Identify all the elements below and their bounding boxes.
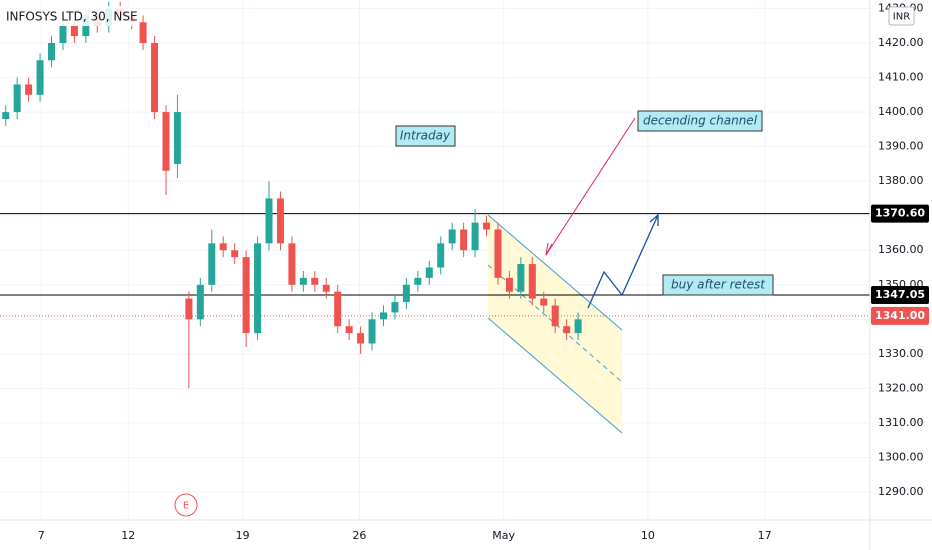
- candle-body: [311, 277, 319, 285]
- candle-body: [483, 222, 491, 230]
- y-tick-label: 1330.00: [878, 347, 924, 360]
- candle-body: [551, 305, 559, 327]
- levels: [0, 213, 870, 317]
- event-marker: [174, 493, 198, 517]
- candle-body: [242, 257, 250, 334]
- candle-body: [334, 291, 342, 327]
- candle-body: [151, 43, 159, 113]
- y-tick-label: 1420.00: [878, 36, 924, 49]
- y-tick-label: 1410.00: [878, 71, 924, 84]
- candle-body: [437, 243, 445, 268]
- pointer-arrowhead: [545, 242, 553, 256]
- x-axis-bg: [0, 520, 932, 550]
- candle-body: [139, 22, 147, 44]
- level-label-bg: [871, 204, 929, 223]
- y-axis-bg: [870, 0, 932, 550]
- candle-body: [460, 229, 468, 251]
- projection-path: [587, 214, 659, 309]
- x-tick-label: 12: [121, 529, 135, 542]
- axes: 1290.001300.001310.001320.001330.001340.…: [38, 1, 929, 542]
- candle-body: [299, 277, 307, 285]
- x-tick-label: 7: [38, 529, 45, 542]
- candles: [2, 1, 582, 389]
- candle-body: [265, 198, 273, 244]
- candle-body: [505, 277, 513, 292]
- x-tick-label: 26: [352, 529, 366, 542]
- x-tick-label: 19: [236, 529, 250, 542]
- candle-body: [59, 25, 67, 44]
- candle-body: [196, 284, 204, 320]
- annotation-box: [662, 274, 774, 296]
- event-label: E: [183, 501, 189, 512]
- candle-body: [574, 319, 582, 334]
- y-tick-label: 1310.00: [878, 416, 924, 429]
- candle-body: [563, 326, 571, 334]
- candle-body: [528, 264, 536, 299]
- candle-body: [70, 25, 78, 37]
- y-tick-label: 1360.00: [878, 243, 924, 256]
- candle-body: [185, 298, 193, 320]
- candle-body: [219, 243, 227, 251]
- annotation: decending channel: [643, 114, 758, 128]
- candle-body: [368, 319, 376, 344]
- candle-body: [2, 112, 10, 119]
- level-label: 1347.05: [875, 288, 925, 301]
- candle-body: [162, 112, 170, 171]
- y-tick-label: 1290.00: [878, 485, 924, 498]
- x-tick-label: 10: [641, 529, 655, 542]
- x-tick-label: 17: [758, 529, 772, 542]
- annotation: buy after retest: [671, 278, 766, 292]
- candle-body: [322, 284, 330, 292]
- level-label: 1370.60: [875, 207, 925, 220]
- candle-body: [345, 326, 353, 334]
- y-tick-label: 1390.00: [878, 140, 924, 153]
- candle-body: [448, 229, 456, 244]
- candle-body: [425, 267, 433, 278]
- candle-body: [517, 264, 525, 292]
- y-tick-label: 1320.00: [878, 381, 924, 394]
- candle-body: [402, 284, 410, 303]
- candle-body: [13, 84, 21, 113]
- annotation-box: [395, 125, 456, 147]
- title-bg: [0, 6, 136, 26]
- chart-title: INFOSYS LTD, 30, NSE: [6, 10, 138, 24]
- candle-body: [414, 277, 422, 285]
- channel-lower: [487, 317, 623, 434]
- candle-body: [540, 298, 548, 306]
- candle-body: [254, 243, 262, 334]
- candle-body: [208, 243, 216, 285]
- annotation: Intraday: [400, 129, 451, 143]
- candle-body: [276, 198, 284, 244]
- y-tick-label: 1380.00: [878, 174, 924, 187]
- candle-body: [391, 302, 399, 313]
- y-tick-label: 1400.00: [878, 105, 924, 118]
- candle-body: [494, 229, 502, 278]
- level-label-bg: [871, 285, 929, 304]
- projection-arrowhead: [649, 213, 659, 226]
- candle-body: [36, 60, 44, 95]
- candle-body: [357, 333, 365, 344]
- grid: [0, 0, 870, 520]
- candle-body: [173, 112, 181, 164]
- channel-upper: [487, 214, 623, 331]
- level-label: 1341.00: [875, 309, 925, 322]
- candle-body: [25, 84, 33, 95]
- annotation-box: [637, 110, 763, 132]
- candle-body: [231, 250, 239, 258]
- candle-body: [288, 243, 296, 285]
- candle-body: [471, 222, 479, 251]
- x-tick-label: May: [492, 529, 515, 542]
- y-tick-label: 1300.00: [878, 450, 924, 463]
- level-label-bg: [871, 306, 929, 325]
- pointer-arrow: [545, 117, 636, 256]
- candle-body: [48, 43, 56, 61]
- currency-box: [888, 6, 915, 26]
- candle-body: [379, 312, 387, 320]
- currency: INR: [893, 12, 910, 23]
